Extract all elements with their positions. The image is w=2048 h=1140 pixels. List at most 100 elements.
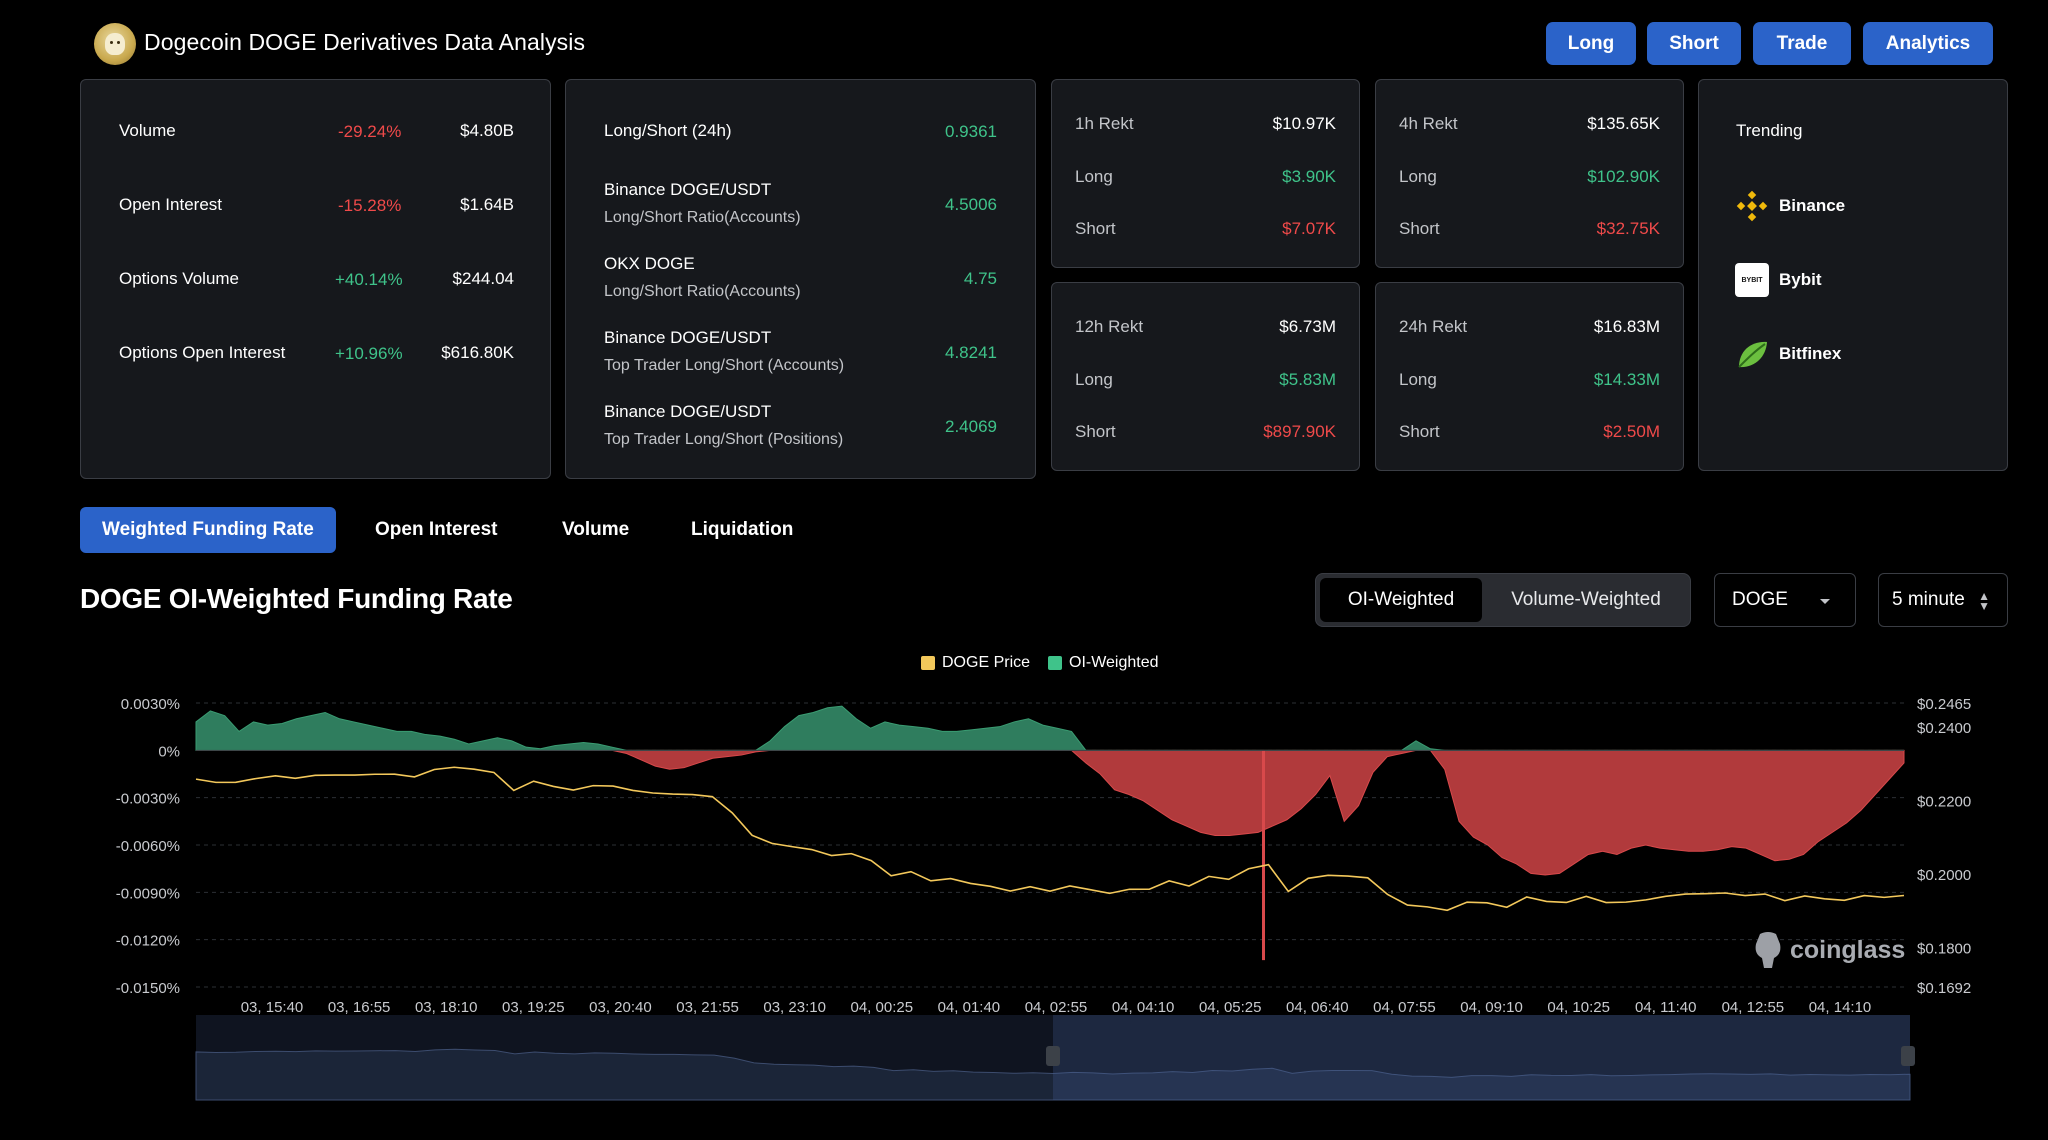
x-axis-tick: 04, 11:40 (1635, 999, 1696, 1016)
trending-item-binance[interactable]: Binance (1735, 188, 2035, 224)
rekt-short-label: Short (1075, 422, 1116, 441)
watermark-text: coinglass (1790, 935, 1906, 964)
ratio-value: 4.75 (963, 269, 997, 288)
x-axis-tick: 04, 14:10 (1809, 999, 1872, 1016)
rekt-short-value: $2.50M (1603, 422, 1660, 441)
stat-value: $616.80K (441, 343, 514, 362)
rekt-title: 24h Rekt (1399, 317, 1468, 336)
stat-change: +40.14% (335, 270, 403, 289)
rekt-long-value: $14.33M (1593, 370, 1660, 389)
market-stats-card: Volume -29.24% $4.80B Open Interest -15.… (80, 79, 551, 479)
ratio-sublabel: Top Trader Long/Short (Positions) (604, 431, 844, 448)
x-axis-tick: 04, 05:25 (1199, 999, 1262, 1016)
y-axis-left-tick: -0.0060% (116, 838, 180, 855)
rekt-short-value: $897.90K (1263, 422, 1336, 441)
rekt-long-label: Long (1075, 370, 1113, 389)
dogecoin-logo-icon (94, 23, 136, 65)
trending-item-bybit[interactable]: BYBIT Bybit (1735, 262, 2035, 298)
x-axis-tick: 04, 09:10 (1460, 999, 1523, 1016)
navigator-series (195, 1048, 1911, 1101)
trending-item-label: Bitfinex (1779, 344, 1842, 363)
y-axis-left-tick: -0.0120% (116, 933, 180, 950)
x-axis-tick: 04, 07:55 (1373, 999, 1436, 1016)
legend-label: DOGE Price (942, 654, 1031, 671)
volume-weighted-option[interactable]: Volume-Weighted (1511, 589, 1661, 610)
legend-label: OI-Weighted (1069, 654, 1159, 671)
stat-change: +10.96% (335, 344, 403, 363)
rekt-title: 4h Rekt (1399, 114, 1458, 133)
ratio-sublabel: Long/Short Ratio(Accounts) (604, 283, 801, 300)
tab-weighted-funding-rate[interactable]: Weighted Funding Rate (80, 507, 336, 553)
x-axis-tick: 04, 06:40 (1286, 999, 1349, 1016)
rekt-12h-card: 12h Rekt $6.73M Long $5.83M Short $897.9… (1051, 282, 1360, 471)
x-axis-tick: 04, 01:40 (938, 999, 1001, 1016)
rekt-long-label: Long (1075, 167, 1113, 186)
rekt-title: 1h Rekt (1075, 114, 1134, 133)
y-axis-right-tick: $0.2200 (1917, 793, 1971, 810)
symbol-select[interactable]: DOGE (1714, 573, 1856, 627)
x-axis-tick: 04, 12:55 (1722, 999, 1785, 1016)
chevron-down-icon (1820, 599, 1830, 604)
ratio-value: 4.5006 (945, 195, 997, 214)
interval-select-value: 5 minute (1892, 589, 1965, 610)
bitfinex-icon (1738, 341, 1767, 368)
x-axis-tick: 03, 21:55 (676, 999, 739, 1016)
stat-label: Options Open Interest (119, 343, 286, 362)
rekt-short-value: $7.07K (1282, 219, 1336, 238)
stat-label: Open Interest (119, 195, 223, 214)
y-axis-right-tick: $0.2465 (1917, 696, 1971, 713)
oi-weighted-positive-area (195, 705, 1904, 751)
rekt-short-label: Short (1399, 422, 1440, 441)
rekt-24h-card: 24h Rekt $16.83M Long $14.33M Short $2.5… (1375, 282, 1684, 471)
rekt-long-value: $5.83M (1279, 370, 1336, 389)
tab-volume[interactable]: Volume (562, 519, 630, 540)
y-axis-left-tick: 0% (158, 743, 180, 760)
tab-liquidation[interactable]: Liquidation (691, 519, 794, 540)
tab-open-interest[interactable]: Open Interest (375, 519, 498, 540)
stat-label: Options Volume (119, 269, 240, 288)
interval-select[interactable]: 5 minute ▲ ▼ (1878, 573, 2008, 627)
rekt-4h-card: 4h Rekt $135.65K Long $102.90K Short $32… (1375, 79, 1684, 268)
x-axis-tick: 03, 15:40 (241, 999, 304, 1016)
rekt-short-value: $32.75K (1596, 219, 1660, 238)
y-axis-right-tick: $0.2000 (1917, 867, 1971, 884)
ratio-sublabel: Long/Short Ratio(Accounts) (604, 209, 801, 226)
rekt-total: $10.97K (1272, 114, 1336, 133)
trending-item-bitfinex[interactable]: Bitfinex (1735, 336, 2035, 372)
rekt-long-value: $102.90K (1587, 167, 1660, 186)
rekt-total: $135.65K (1587, 114, 1660, 133)
y-axis-left-tick: -0.0090% (116, 885, 180, 902)
x-axis-tick: 03, 16:55 (328, 999, 391, 1016)
analytics-button[interactable]: Analytics (1863, 22, 1993, 65)
stat-value: $244.04 (452, 269, 514, 288)
rekt-short-label: Short (1075, 219, 1116, 238)
trending-title: Trending (1736, 121, 1803, 140)
oi-weighted-option[interactable]: OI-Weighted (1320, 578, 1482, 622)
stat-change: -29.24% (338, 122, 402, 141)
ratio-value: 0.9361 (945, 122, 997, 141)
trade-button[interactable]: Trade (1753, 22, 1851, 65)
stat-value: $4.80B (460, 121, 514, 140)
x-axis-tick: 04, 10:25 (1547, 999, 1610, 1016)
long-button[interactable]: Long (1546, 22, 1636, 65)
legend-item-price[interactable]: DOGE Price (921, 654, 1030, 672)
y-axis-right-tick: $0.1800 (1917, 940, 1971, 957)
x-axis-tick: 03, 23:10 (763, 999, 826, 1016)
x-axis-tick: 03, 18:10 (415, 999, 478, 1016)
ratio-sublabel: Top Trader Long/Short (Accounts) (604, 357, 845, 374)
page-title: Dogecoin DOGE Derivatives Data Analysis (144, 29, 586, 55)
navigator-track (196, 1015, 1910, 1100)
x-axis-tick: 03, 20:40 (589, 999, 652, 1016)
short-button[interactable]: Short (1647, 22, 1741, 65)
x-axis-tick: 04, 02:55 (1025, 999, 1088, 1016)
stat-change: -15.28% (338, 196, 402, 215)
y-axis-left-tick: 0.0030% (121, 696, 180, 713)
navigator-handle-left (1046, 1046, 1060, 1066)
x-axis-tick: 03, 19:25 (502, 999, 565, 1016)
y-axis-left-tick: -0.0150% (116, 980, 180, 997)
legend-swatch (1048, 656, 1062, 670)
coinglass-watermark: coinglass (1752, 930, 1905, 970)
trending-item-label: Bybit (1779, 270, 1822, 289)
rekt-title: 12h Rekt (1075, 317, 1144, 336)
legend-item-oi-weighted[interactable]: OI-Weighted (1048, 654, 1159, 672)
